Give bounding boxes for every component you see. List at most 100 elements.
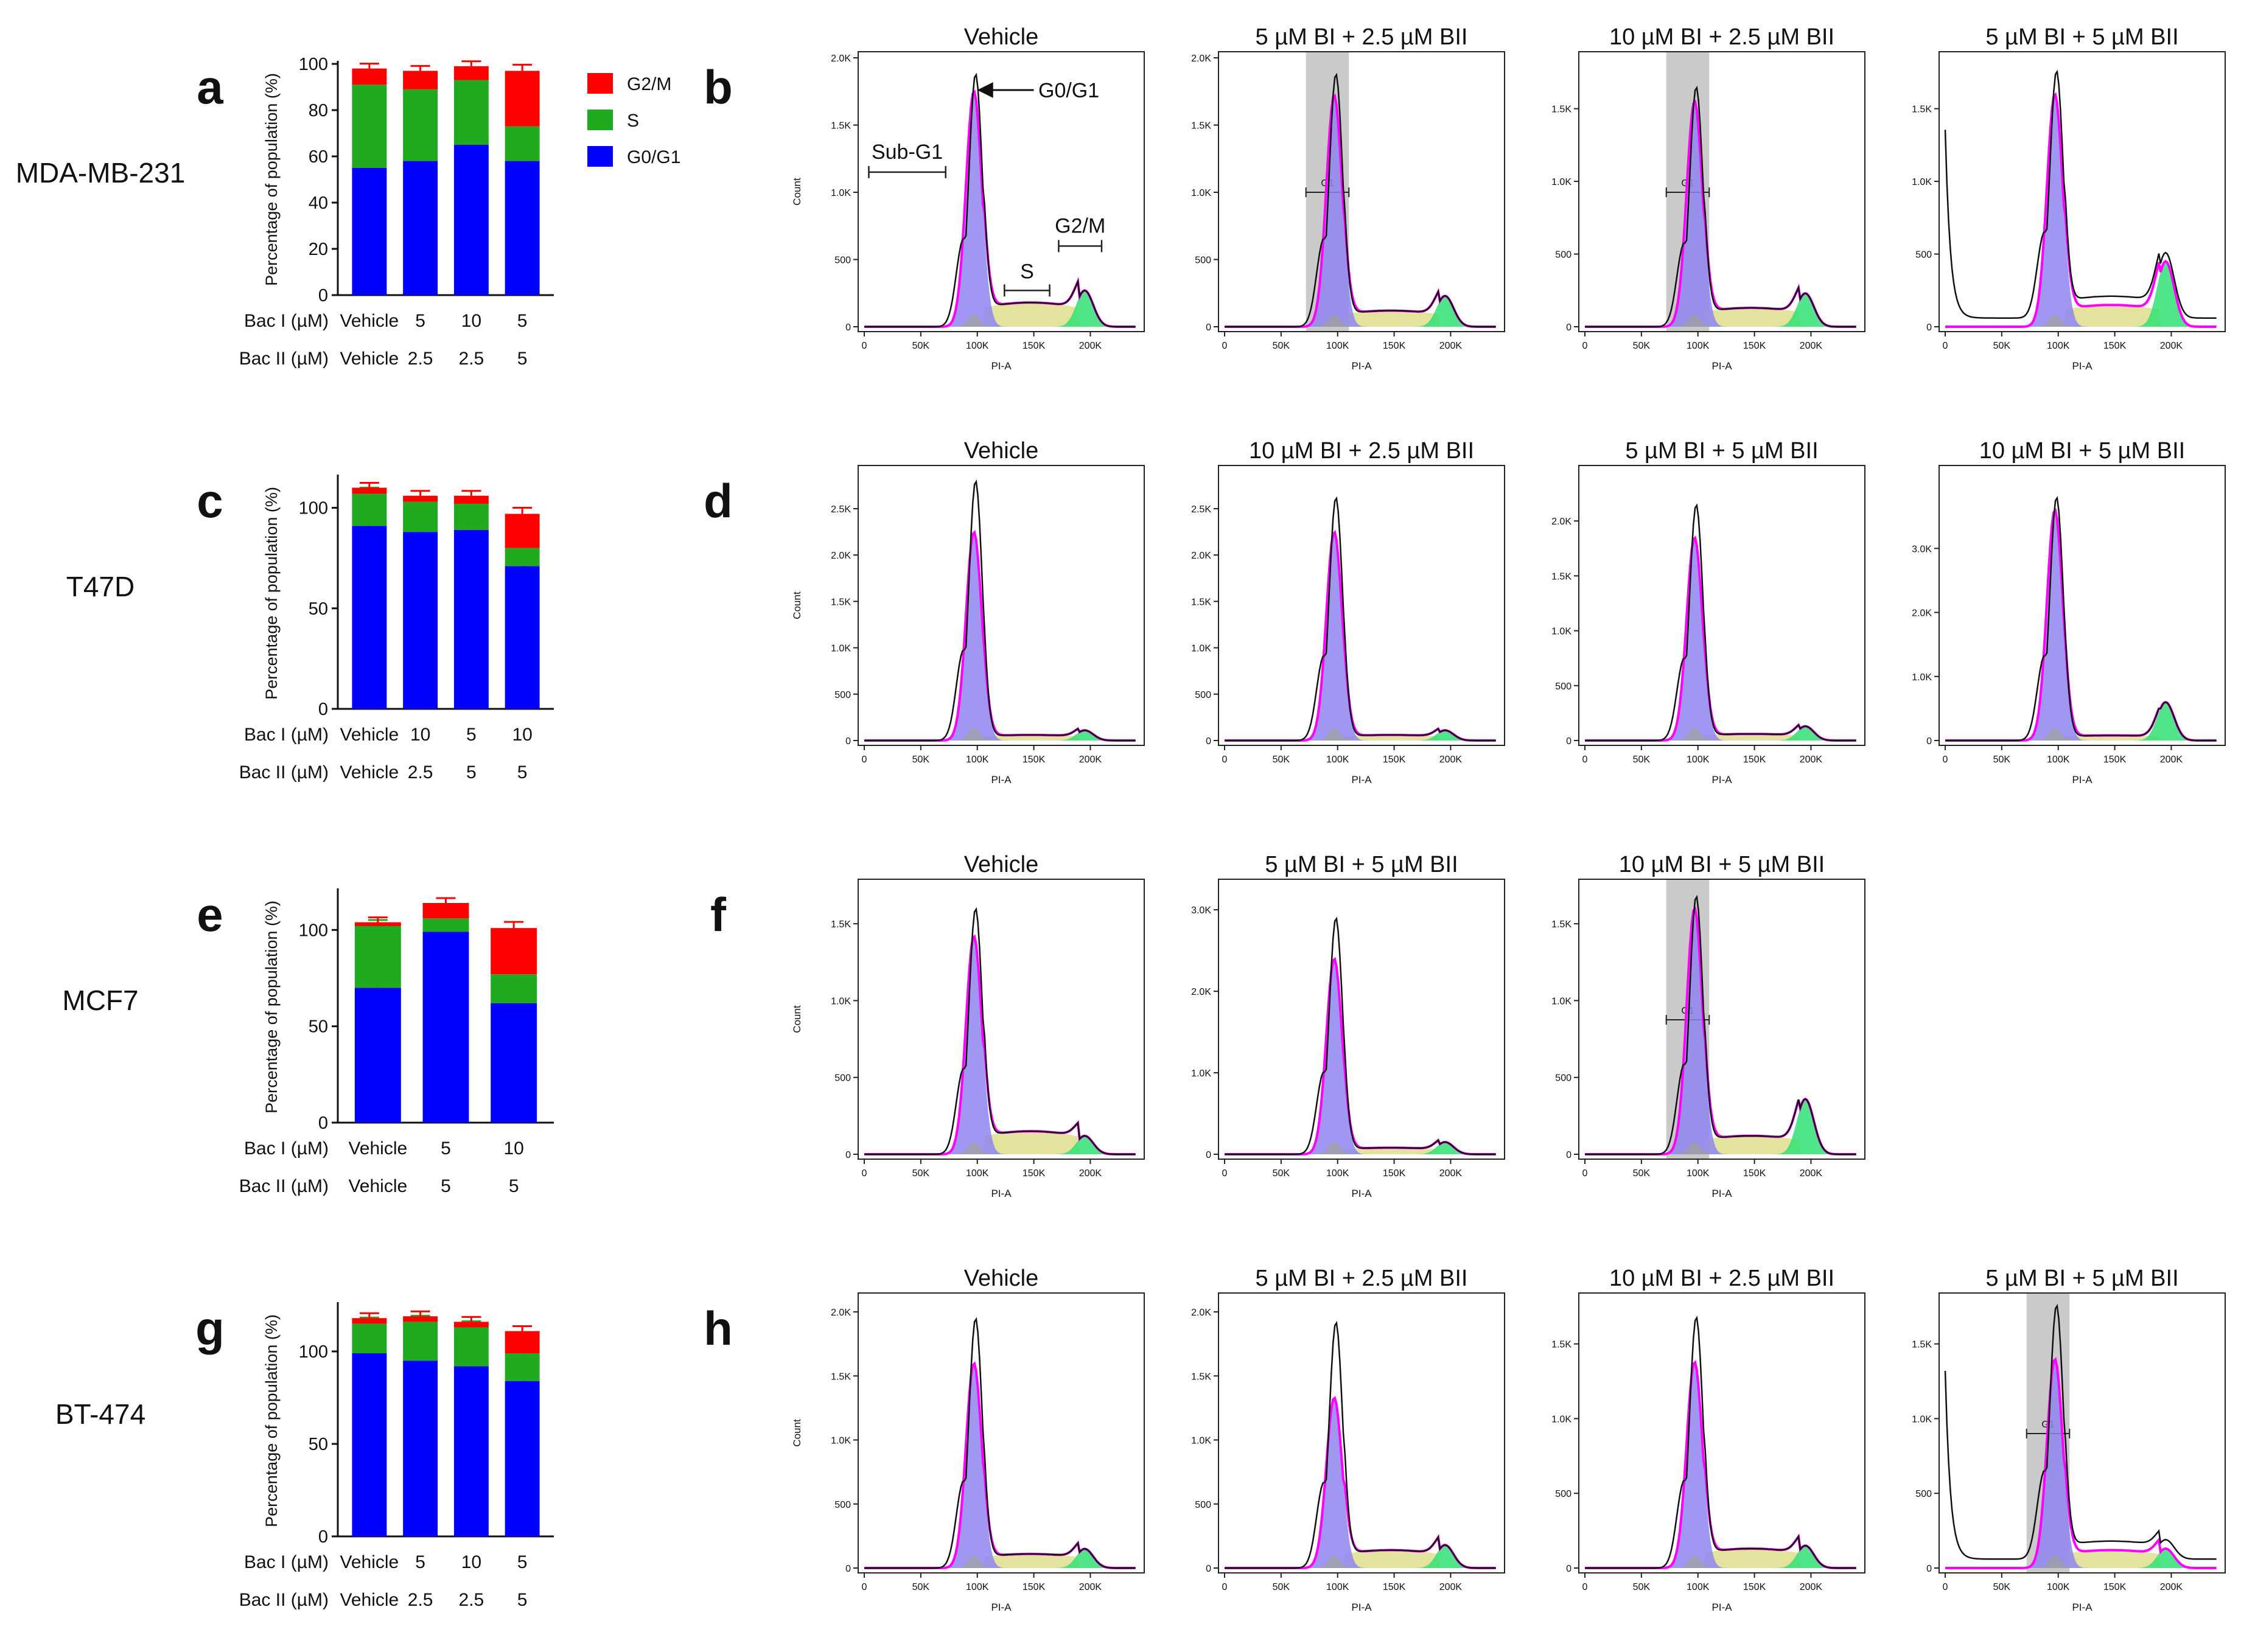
- x-tick-label: 0: [1582, 341, 1588, 351]
- x-tick-label: 200K: [2160, 755, 2183, 765]
- annotation-sub-g1: Sub-G1: [872, 141, 943, 164]
- histogram-plot: 10 µM BI + 2.5 µM BIIG1050K100K150K200K0…: [1551, 24, 1865, 372]
- bac2-value: Vehicle: [340, 1590, 399, 1610]
- histogram-title: Vehicle: [964, 1266, 1039, 1291]
- bac1-value: 5: [517, 1552, 528, 1572]
- y-tick-label: 50: [309, 1017, 328, 1037]
- g2m-phase-fit: [1585, 726, 1856, 741]
- x-tick-label: 150K: [1383, 341, 1406, 351]
- y-tick-label: 1.0K: [1551, 627, 1571, 637]
- legend-label: G2/M: [627, 74, 671, 94]
- plot-frame: [1578, 51, 1865, 332]
- bac1-value: 10: [461, 1552, 481, 1572]
- bar-segment-s: [352, 493, 387, 526]
- x-tick-label: 150K: [1023, 1168, 1046, 1179]
- bac1-value: Vehicle: [340, 311, 399, 331]
- g2m-phase-fit: [1945, 1549, 2217, 1568]
- plot-frame: [858, 51, 1145, 332]
- y-axis-label: Count: [791, 178, 803, 206]
- plot-frame: [1218, 465, 1505, 746]
- y-tick-label: 50: [309, 1435, 328, 1454]
- histogram-plot: Vehicle 0 50K 100K 150K 200K 0 500 1.0K 1.5K PI-A C…: [791, 852, 1145, 1199]
- annotation-g0g1: G0/G1: [1038, 79, 1099, 102]
- x-tick-label: 200K: [1079, 341, 1102, 351]
- bar-segment-g2m: [422, 903, 469, 919]
- histogram-plot: 10 µM BI + 2.5 µM BII 0 50K 100K 150K 200K 0 50…: [1551, 1266, 1865, 1613]
- x-tick-label: 200K: [2160, 341, 2183, 351]
- x-tick-label: 150K: [2103, 1582, 2127, 1592]
- y-tick-label: 1.5K: [1551, 919, 1571, 930]
- s-phase-fit: [1585, 307, 1856, 327]
- y-tick-label: 0: [1926, 322, 1932, 333]
- model-curve: [1945, 92, 2217, 328]
- y-tick-label: 0: [318, 1527, 328, 1547]
- histogram-plot: 10 µM BI + 5 µM BII 0 50K 100K 150K 200K 0 1.0K…: [1912, 438, 2226, 786]
- x-tick-label: 0: [1222, 755, 1228, 765]
- y-tick-label: 1.0K: [1551, 1414, 1571, 1424]
- bac1-row-label: Bac I (µM): [244, 1138, 329, 1159]
- x-tick-label: 50K: [1273, 1582, 1290, 1592]
- bac1-value: 5: [415, 311, 425, 331]
- annotation-s: S: [1020, 260, 1034, 283]
- bac1-row-label: Bac I (µM): [244, 725, 329, 745]
- s-phase-fit: [864, 1553, 1136, 1568]
- bar-segment-g0g1: [352, 526, 387, 709]
- bac2-value: 2.5: [459, 1590, 484, 1610]
- y-tick-label: 1.0K: [1551, 996, 1571, 1006]
- x-tick-label: 100K: [1326, 1168, 1349, 1179]
- plot-frame: [1218, 51, 1505, 332]
- y-tick-label: 0: [1566, 1564, 1571, 1574]
- y-tick-label: 0: [1566, 1150, 1571, 1160]
- y-tick-label: 0: [845, 1564, 851, 1574]
- x-tick-label: 50K: [1993, 341, 2011, 351]
- x-axis-label: PI-A: [1351, 774, 1372, 786]
- cell-line-label: BT-474: [55, 1398, 145, 1430]
- x-tick-label: 200K: [1439, 755, 1463, 765]
- panel-letter: c: [197, 474, 223, 528]
- y-tick-label: 1.0K: [1191, 1068, 1211, 1079]
- bar-segment-g0g1: [422, 932, 469, 1123]
- panel-letter: b: [704, 60, 733, 114]
- bac2-value: 2.5: [459, 349, 484, 369]
- x-axis-label: PI-A: [2072, 360, 2092, 372]
- bac2-value: 5: [441, 1176, 451, 1196]
- x-tick-label: 100K: [1687, 755, 1710, 765]
- s-phase-fit: [864, 1131, 1136, 1154]
- x-tick-label: 100K: [1326, 755, 1349, 765]
- data-histogram-line: [1944, 1303, 2217, 1560]
- x-tick-label: 0: [1582, 1168, 1588, 1179]
- histogram-title: 10 µM BI + 2.5 µM BII: [1609, 1266, 1834, 1291]
- x-tick-label: 200K: [1079, 1168, 1102, 1179]
- data-histogram-line: [1585, 894, 1856, 1155]
- legend-label: S: [627, 111, 639, 131]
- y-tick-label: 2.0K: [1191, 1308, 1211, 1318]
- x-tick-label: 100K: [966, 1168, 989, 1179]
- x-tick-label: 50K: [1993, 755, 2011, 765]
- bar-segment-s: [453, 80, 489, 145]
- x-tick-label: 150K: [1743, 341, 1766, 351]
- bar-segment-g0g1: [505, 1381, 540, 1536]
- g0g1-arrowhead: [977, 82, 993, 99]
- x-tick-label: 100K: [1687, 1582, 1710, 1592]
- bac2-value: 5: [517, 349, 528, 369]
- y-tick-label: 1.0K: [831, 644, 851, 654]
- y-tick-label: 60: [309, 147, 328, 167]
- s-phase-fit: [1945, 1550, 2217, 1568]
- data-histogram-line: [1225, 1320, 1496, 1569]
- y-tick-label: 500: [1555, 1489, 1571, 1499]
- bac1-value: Vehicle: [340, 1552, 399, 1572]
- g2m-phase-fit: [864, 1135, 1136, 1154]
- g2m-phase-fit: [864, 1549, 1136, 1568]
- x-tick-label: 100K: [966, 341, 989, 351]
- x-tick-label: 50K: [1273, 1168, 1290, 1179]
- bar-segment-g0g1: [354, 988, 401, 1123]
- plot-frame: [1578, 465, 1865, 746]
- y-tick-label: 500: [834, 256, 851, 266]
- y-tick-label: 2.0K: [1191, 551, 1211, 561]
- y-tick-label: 2.0K: [831, 1308, 851, 1318]
- model-curve: [1945, 1357, 2217, 1569]
- y-tick-label: 500: [1555, 1073, 1571, 1084]
- plot-frame: [1218, 1292, 1505, 1574]
- y-axis-label: Percentage of population (%): [262, 73, 281, 286]
